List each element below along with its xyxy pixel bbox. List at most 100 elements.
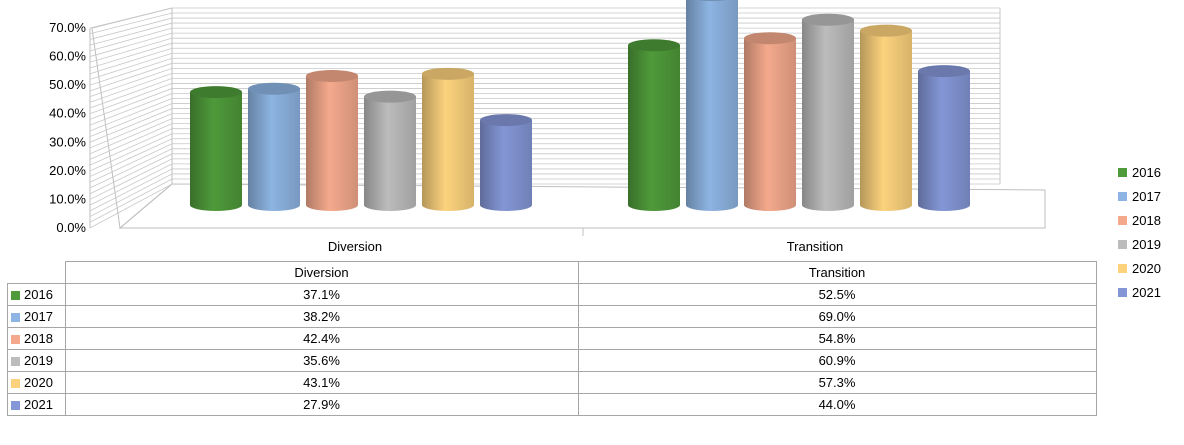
- y-tick-label: 40.0%: [49, 106, 86, 121]
- table-cell: 42.4%: [64, 327, 579, 350]
- y-tick-label: 50.0%: [49, 77, 86, 92]
- bar: [744, 32, 796, 211]
- y-tick-label: 70.0%: [49, 20, 86, 35]
- table-cell: 52.5%: [577, 283, 1097, 306]
- bar-body: [306, 75, 358, 212]
- bar-top: [628, 39, 680, 52]
- bar-body: [628, 45, 680, 211]
- table-cell: 57.3%: [577, 371, 1097, 394]
- y-tick-label: 30.0%: [49, 134, 86, 149]
- legend-swatch: [1118, 287, 1127, 297]
- bar-top: [306, 69, 358, 82]
- bar: [628, 39, 680, 211]
- legend-item: 2019: [1118, 232, 1184, 256]
- bar-top: [744, 32, 796, 45]
- table-row-swatch: [11, 313, 20, 322]
- bar: [306, 69, 358, 212]
- legend-label: 2018: [1132, 212, 1161, 228]
- table-row: 2017 38.2% 69.0%: [7, 305, 1097, 328]
- bar: [190, 86, 242, 211]
- y-tick-label: 60.0%: [49, 49, 86, 64]
- x-axis-categories: Diversion Transition: [328, 228, 843, 254]
- table-cell: 44.0%: [577, 393, 1097, 416]
- bar: [686, 0, 738, 211]
- bar-body: [248, 88, 300, 211]
- table-cell: 35.6%: [64, 349, 579, 372]
- bar-body: [422, 73, 474, 211]
- table-row-label: 2021: [24, 397, 53, 412]
- bar-top: [248, 82, 300, 95]
- floor: [118, 183, 1046, 229]
- legend-swatch: [1118, 239, 1127, 249]
- table-row: 2020 43.1% 57.3%: [7, 371, 1097, 394]
- table-cell: 38.2%: [64, 305, 579, 328]
- legend-swatch: [1118, 191, 1127, 201]
- table-row-label: 2019: [24, 353, 53, 368]
- chart-plot: 0.0%10.0%20.0%30.0%40.0%50.0%60.0%70.0% …: [49, 0, 1046, 254]
- table-row-label: 2017: [24, 309, 53, 324]
- legend-label: 2019: [1132, 236, 1161, 252]
- bar-top: [480, 114, 532, 127]
- bar-body: [686, 0, 738, 211]
- bar-top: [918, 65, 970, 78]
- bar: [918, 65, 970, 211]
- table-row: 2019 35.6% 60.9%: [7, 349, 1097, 372]
- x-category-label: Diversion: [328, 239, 382, 254]
- bar: [248, 82, 300, 211]
- legend-label: 2016: [1132, 164, 1161, 180]
- table-column-header: Diversion: [64, 261, 579, 284]
- x-category-label: Transition: [787, 239, 844, 254]
- legend-label: 2021: [1132, 284, 1161, 300]
- legend-item: 2021: [1118, 280, 1184, 304]
- y-tick-label: 10.0%: [49, 191, 86, 206]
- bar: [364, 90, 416, 211]
- bar: [480, 114, 532, 211]
- table-cell: 27.9%: [64, 393, 579, 416]
- bar-top: [364, 90, 416, 103]
- table-cell: 37.1%: [64, 283, 579, 306]
- data-table: Diversion Transition 2016 37.1% 52.5% 2017 38…: [7, 261, 1097, 416]
- table-row-label: 2018: [24, 331, 53, 346]
- y-tick-label: 20.0%: [49, 163, 86, 178]
- table-row-header: 2019: [7, 349, 66, 372]
- table-corner: [7, 261, 66, 284]
- legend-item: 2020: [1118, 256, 1184, 280]
- data-table-header: Diversion Transition: [7, 261, 1097, 284]
- y-tick-label: 0.0%: [56, 220, 86, 235]
- bar-body: [364, 96, 416, 211]
- bar: [802, 13, 854, 211]
- table-cell: 60.9%: [577, 349, 1097, 372]
- bar-body: [480, 120, 532, 211]
- bar-top: [422, 67, 474, 80]
- bar: [860, 24, 912, 211]
- bar-top: [860, 24, 912, 37]
- legend-swatch: [1118, 167, 1127, 177]
- table-row: 2021 27.9% 44.0%: [7, 393, 1097, 416]
- table-row-header: 2017: [7, 305, 66, 328]
- legend-swatch: [1118, 215, 1127, 225]
- legend-swatch: [1118, 263, 1127, 273]
- table-row-swatch: [11, 357, 20, 366]
- bar-body: [860, 30, 912, 211]
- bar-body: [190, 92, 242, 211]
- table-cell: 54.8%: [577, 327, 1097, 350]
- bar-body: [802, 19, 854, 211]
- table-row-header: 2016: [7, 283, 66, 306]
- bar-top: [802, 13, 854, 26]
- bar: [422, 67, 474, 211]
- table-row-swatch: [11, 335, 20, 344]
- bar-top: [190, 86, 242, 99]
- legend-item: 2017: [1118, 184, 1184, 208]
- table-row: 2018 42.4% 54.8%: [7, 327, 1097, 350]
- legend-label: 2017: [1132, 188, 1161, 204]
- table-column-header: Transition: [577, 261, 1097, 284]
- table-cell: 69.0%: [577, 305, 1097, 328]
- table-row-header: 2020: [7, 371, 66, 394]
- table-row-swatch: [11, 291, 20, 300]
- table-row-header: 2018: [7, 327, 66, 350]
- chart-legend: 2016 2017 2018 2019 2020 2021: [1118, 160, 1184, 304]
- bar-body: [744, 38, 796, 211]
- legend-item: 2016: [1118, 160, 1184, 184]
- data-table-body: 2016 37.1% 52.5% 2017 38.2% 69.0% 2018 42.4% 54.…: [7, 283, 1097, 416]
- table-row-label: 2020: [24, 375, 53, 390]
